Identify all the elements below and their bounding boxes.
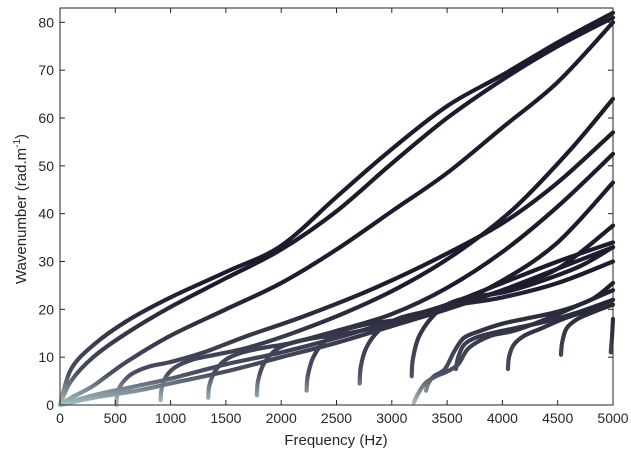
x-tick-label: 0	[56, 410, 64, 426]
series-7-line	[158, 96, 616, 403]
x-tick-label: 500	[104, 410, 128, 426]
axes-layer: 0 500 1000 1500 2000 2500 3000 3500 4000 4500 5000…	[38, 7, 629, 426]
y-axis-label-superscript: -1	[12, 139, 23, 148]
y-tick-label: 10	[38, 349, 54, 365]
y-tick-label: 60	[38, 110, 54, 126]
x-axis-label: Frequency (Hz)	[284, 432, 387, 449]
series-12-line	[409, 245, 616, 379]
series-2-line	[57, 15, 616, 408]
curves-layer	[57, 10, 616, 408]
series-10-line	[304, 223, 616, 393]
y-tick-label: 0	[46, 397, 54, 413]
y-axis-label-main: Wavenumber (rad.m	[13, 148, 30, 284]
series-13-line	[411, 288, 616, 405]
y-tick-label: 20	[38, 301, 54, 317]
x-tick-label: 2500	[321, 410, 352, 426]
y-axis-label-suffix: )	[13, 134, 30, 139]
x-tick-label: 1500	[210, 410, 241, 426]
series-17-line	[558, 302, 616, 357]
y-tick-label: 80	[38, 14, 54, 30]
series-11-line	[357, 259, 616, 386]
x-tick-label: 1000	[155, 410, 186, 426]
y-tick-label: 50	[38, 158, 54, 174]
series-4-line	[57, 240, 616, 408]
x-tick-label: 5000	[597, 410, 628, 426]
series-14-line	[424, 280, 616, 393]
y-tick-label: 40	[38, 206, 54, 222]
x-tick-label: 3000	[376, 410, 407, 426]
x-tick-label: 4000	[487, 410, 518, 426]
y-tick-label: 70	[38, 62, 54, 78]
y-axis-label: Wavenumber (rad.m-1)	[12, 134, 30, 284]
x-tick-label: 4500	[542, 410, 573, 426]
series-3-line	[57, 20, 616, 408]
series-16-line	[505, 297, 616, 372]
x-tick-label: 3500	[432, 410, 463, 426]
series-1-line	[57, 10, 616, 408]
series-6-line	[114, 130, 616, 408]
x-tick-label: 2000	[266, 410, 297, 426]
y-tick-label: 30	[38, 254, 54, 270]
